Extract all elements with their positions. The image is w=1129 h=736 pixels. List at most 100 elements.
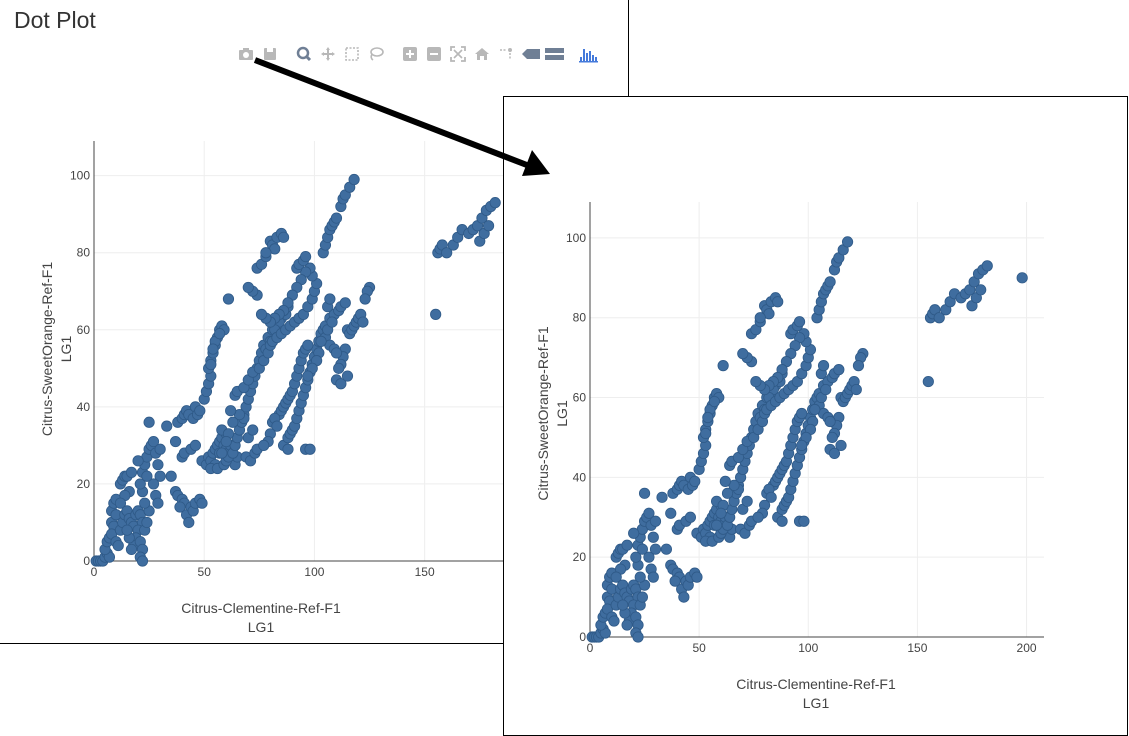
back-scatter-point[interactable] <box>174 501 186 513</box>
front-scatter-point[interactable] <box>647 571 659 583</box>
back-scatter-point[interactable] <box>258 439 270 452</box>
front-scatter-point[interactable] <box>835 439 847 452</box>
back-scatter-point[interactable] <box>154 443 166 455</box>
back-scatter-point[interactable] <box>147 478 160 490</box>
back-scatter-point[interactable] <box>326 316 338 328</box>
plotly-logo-button[interactable] <box>578 44 598 64</box>
back-scatter-point[interactable] <box>222 293 235 305</box>
back-scatter-point[interactable] <box>112 539 124 552</box>
front-scatter-point[interactable] <box>719 475 731 487</box>
front-scatter-point[interactable] <box>636 543 648 555</box>
front-scatter-point[interactable] <box>660 543 672 555</box>
front-scatter-point[interactable] <box>649 543 662 555</box>
back-scatter-point[interactable] <box>330 212 343 224</box>
back-scatter-point[interactable] <box>161 420 173 432</box>
front-scatter-point[interactable] <box>665 507 677 519</box>
back-scatter-point[interactable] <box>147 435 160 448</box>
front-scatter-point[interactable] <box>850 383 862 396</box>
front-scatter-point[interactable] <box>621 619 633 631</box>
front-scatter-point[interactable] <box>717 360 729 372</box>
front-scatter-point[interactable] <box>817 360 830 372</box>
front-scatter-point[interactable] <box>689 475 701 487</box>
spike-lines-button[interactable] <box>496 44 516 64</box>
back-scatter-point[interactable] <box>302 339 314 351</box>
front-scatter-point[interactable] <box>721 487 734 499</box>
back-scatter-point[interactable] <box>134 478 146 490</box>
front-scatter-point[interactable] <box>809 403 821 416</box>
front-scatter-point[interactable] <box>776 515 788 527</box>
back-scatter-point[interactable] <box>255 308 268 320</box>
back-scatter-point[interactable] <box>300 250 312 263</box>
back-scatter-point[interactable] <box>242 281 254 294</box>
back-scatter-point[interactable] <box>315 335 327 347</box>
back-scatter-point[interactable] <box>357 316 369 328</box>
front-scatter-point[interactable] <box>678 591 690 603</box>
front-scatter-point[interactable] <box>841 236 854 248</box>
front-scatter-point[interactable] <box>828 447 841 460</box>
front-scatter-point[interactable] <box>643 551 655 563</box>
back-scatter-point[interactable] <box>330 347 343 359</box>
front-scatter-point[interactable] <box>737 348 749 360</box>
back-scatter-point[interactable] <box>169 435 182 448</box>
back-scatter-point[interactable] <box>341 370 354 382</box>
back-scatter-point[interactable] <box>333 362 345 374</box>
pan-button[interactable] <box>318 44 338 64</box>
front-scatter-point[interactable] <box>824 415 836 428</box>
front-scatter-point[interactable] <box>750 375 762 388</box>
back-scatter-point[interactable] <box>335 378 347 390</box>
front-scatter-point[interactable] <box>708 395 721 408</box>
front-scatter-point[interactable] <box>621 539 633 551</box>
front-scatter-point[interactable] <box>981 260 993 272</box>
front-scatter-point[interactable] <box>1016 272 1028 284</box>
back-scatter-point[interactable] <box>143 416 155 428</box>
back-scatter-point[interactable] <box>183 516 195 529</box>
back-scatter-point[interactable] <box>430 308 442 320</box>
back-scatter-point[interactable] <box>225 405 237 417</box>
back-scatter-point[interactable] <box>441 247 453 259</box>
front-scatter-point[interactable] <box>647 531 659 543</box>
back-scatter-point[interactable] <box>489 197 501 209</box>
back-scatter-point[interactable] <box>139 497 151 509</box>
front-scatter-point[interactable] <box>852 360 865 372</box>
back-scatter-point[interactable] <box>302 370 314 382</box>
back-scatter-point[interactable] <box>277 231 290 243</box>
front-scatter-point[interactable] <box>752 511 764 523</box>
front-scatter-point[interactable] <box>669 575 681 587</box>
hover-closest-button[interactable] <box>520 44 540 64</box>
front-scatter-point[interactable] <box>754 312 766 324</box>
camera-button[interactable] <box>236 44 256 64</box>
home-button[interactable] <box>472 44 492 64</box>
front-scatter-point[interactable] <box>628 527 640 539</box>
save-button[interactable] <box>260 44 280 64</box>
back-scatter-point[interactable] <box>152 497 164 509</box>
front-scatter-point[interactable] <box>691 571 703 583</box>
front-scatter-point[interactable] <box>933 312 945 324</box>
front-scatter-point[interactable] <box>765 491 777 503</box>
back-scatter-point[interactable] <box>247 424 259 436</box>
front-scatter-point[interactable] <box>975 284 987 296</box>
back-scatter-point[interactable] <box>154 470 166 482</box>
back-scatter-point[interactable] <box>216 447 228 459</box>
front-scatter-point[interactable] <box>796 407 808 420</box>
back-scatter-point[interactable] <box>125 466 138 478</box>
front-scatter-point[interactable] <box>636 591 648 603</box>
back-scatter-point[interactable] <box>136 555 149 567</box>
back-scatter-point[interactable] <box>339 297 351 309</box>
back-scatter-point[interactable] <box>271 420 283 432</box>
autoscale-button[interactable] <box>448 44 468 64</box>
back-scatter-point[interactable] <box>141 470 153 482</box>
front-scatter-point[interactable] <box>833 364 845 376</box>
back-scatter-point[interactable] <box>304 443 316 455</box>
front-scatter-point[interactable] <box>741 495 753 507</box>
front-scatter-point[interactable] <box>632 631 644 643</box>
back-scatter-point[interactable] <box>125 543 138 556</box>
front-scatter-point[interactable] <box>634 571 646 583</box>
front-scatter-point[interactable] <box>649 515 662 527</box>
back-scatter-point[interactable] <box>121 524 133 536</box>
front-scatter-point[interactable] <box>643 507 655 519</box>
back-scatter-point[interactable] <box>260 247 272 259</box>
back-scatter-point[interactable] <box>132 455 144 467</box>
front-scatter-point[interactable] <box>824 276 836 288</box>
front-scatter-point[interactable] <box>700 427 712 440</box>
front-scatter-point[interactable] <box>610 571 622 583</box>
